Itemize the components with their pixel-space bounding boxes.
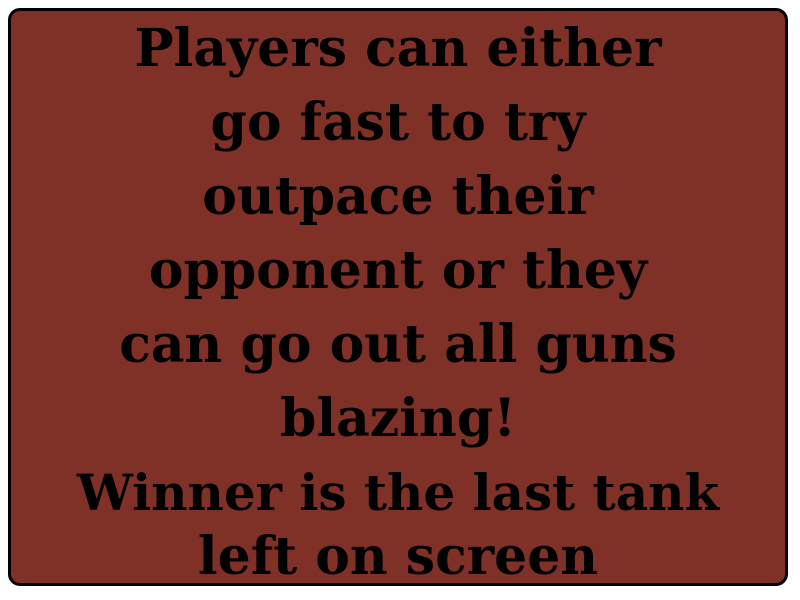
winner-rule-line-1: Winner is the last tank [76, 463, 720, 522]
instruction-line-4: opponent or they [148, 240, 648, 301]
instruction-line-6: blazing! [279, 388, 517, 449]
instruction-line-1: Players can either [134, 18, 662, 79]
winner-rule-line-2: left on screen [197, 526, 599, 586]
instruction-line-2: go fast to try [210, 92, 586, 153]
instruction-line-3: outpace their [202, 166, 594, 227]
instruction-line-5: can go out all guns [119, 314, 677, 375]
instructions-panel: Players can either go fast to try outpac… [8, 8, 788, 586]
